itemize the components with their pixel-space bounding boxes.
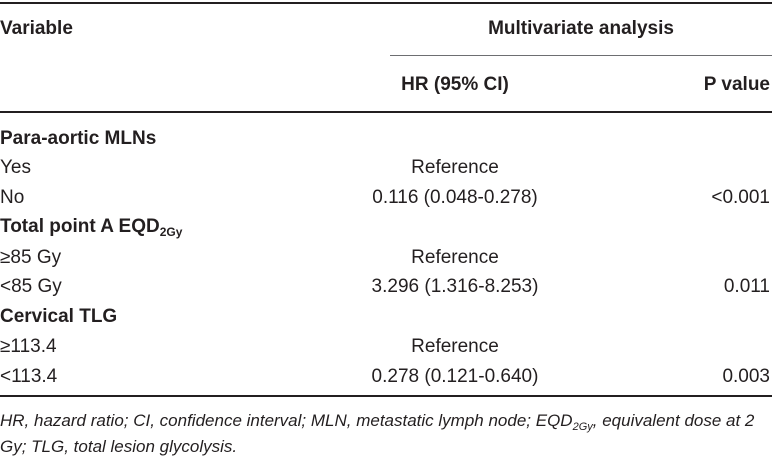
table-top-rule: [0, 2, 772, 4]
row-hr: 0.116 (0.048-0.278): [372, 187, 538, 208]
row-hr: 0.278 (0.121-0.640): [371, 366, 539, 387]
header-group-rule: [390, 55, 772, 56]
row-label: Yes: [0, 157, 31, 178]
section-title-cervical-tlg: Cervical TLG: [0, 306, 118, 327]
row-label: <85 Gy: [0, 276, 62, 297]
row-p-value: 0.011: [723, 276, 770, 297]
row-label: ≥113.4: [0, 336, 57, 357]
row-hr: Reference: [411, 247, 499, 268]
header-hr: HR (95% CI): [401, 74, 509, 95]
row-label: ≥85 Gy: [0, 247, 62, 268]
header-variable: Variable: [0, 18, 73, 39]
table-footnote: HR, hazard ratio; CI, confidence interva…: [0, 411, 755, 456]
row-hr: 3.296 (1.316-8.253): [371, 276, 539, 297]
row-p-value: <0.001: [711, 187, 770, 208]
row-label: <113.4: [0, 366, 58, 387]
table-bottom-rule: [0, 395, 772, 397]
header-p-value: P value: [703, 74, 770, 95]
row-hr: Reference: [411, 157, 499, 178]
header-bottom-rule: [0, 111, 772, 113]
row-p-value: 0.003: [722, 366, 770, 387]
section-title-eqd: Total point A EQD2Gy: [0, 216, 183, 239]
row-hr: Reference: [411, 336, 499, 357]
header-multivariate: Multivariate analysis: [488, 18, 674, 39]
section-title-para-aortic: Para-aortic MLNs: [0, 128, 157, 149]
row-label: No: [0, 187, 25, 208]
